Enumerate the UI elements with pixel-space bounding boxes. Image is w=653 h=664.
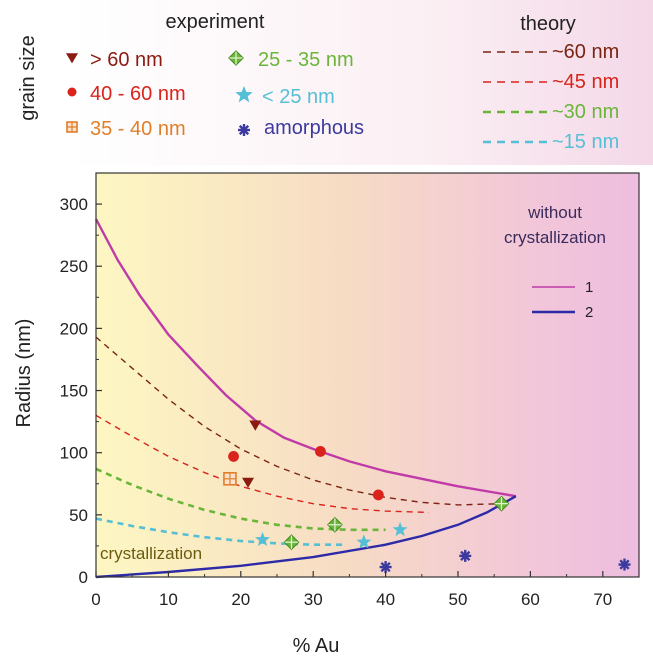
theory-legend-label-1: ~60 nm [552,41,619,63]
theory-legend-label-3: ~30 nm [552,101,619,123]
y-tick-label: 100 [60,444,88,463]
theory-curve-2 [95,414,430,514]
x-tick-label: 20 [231,590,250,609]
boundary-curve-2 [95,495,517,579]
legend: grain size experiment theory > 60 nm 40 -… [17,11,619,153]
boundary-curve-1 [94,218,517,498]
legend-marker-star [235,85,253,103]
legend-label-2: 40 - 60 nm [90,83,186,105]
theory-legend-label-4: ~15 nm [552,131,619,153]
data-point-star-2 [356,534,372,549]
x-tick-label: 60 [521,590,540,609]
y-axis-label: Radius (nm) [13,319,35,428]
legend-label-4: 25 - 35 nm [258,49,354,71]
legend-background [70,0,653,165]
legend-side-label: grain size [17,35,39,121]
experiment-legend: > 60 nm 40 - 60 nm 35 - 40 nm 25 - 35 nm < 2… [66,49,364,140]
x-axis-ticks: 0 10 20 30 40 50 60 70 [91,571,612,609]
theory-curves [95,336,502,546]
x-tick-label: 70 [593,590,612,609]
inner-legend: 12 [532,279,593,321]
legend-label-1: > 60 nm [90,49,163,71]
legend-marker-circle [67,87,77,97]
y-tick-label: 250 [60,257,88,276]
data-point-star-1 [255,531,270,546]
data-point-diamond-cross-3 [493,495,510,512]
data-point-asterisk-2 [459,549,472,562]
y-tick-label: 150 [60,382,88,401]
legend-marker-asterisk [238,124,250,136]
x-tick-label: 0 [91,590,100,609]
inner-legend-label-1: 1 [585,279,593,296]
data-point-star-3 [392,522,408,537]
boundary-curves [94,218,517,579]
annotation-without: without [527,203,582,222]
data-point-triangle-down-2 [242,477,255,488]
data-point-asterisk-3 [618,558,631,571]
data-point-diamond-cross-1 [283,534,300,551]
annotation-crystallization-upper: crystallization [504,228,606,247]
x-tick-label: 40 [376,590,395,609]
x-tick-label: 30 [304,590,323,609]
legend-marker-square-cross [66,121,78,133]
x-tick-label: 50 [449,590,468,609]
theory-curve-1 [95,336,502,506]
theory-curve-4 [95,517,343,546]
plot-frame [95,172,640,578]
data-point-circle-2 [315,446,326,457]
legend-marker-triangle-down [66,53,78,64]
legend-marker-diamond-cross [228,50,244,66]
x-axis-label: % Au [293,635,340,657]
theory-legend-label-2: ~45 nm [552,71,619,93]
legend-theory-title: theory [520,13,576,35]
data-point-circle-1 [228,451,239,462]
y-tick-label: 0 [79,568,88,587]
y-axis-ticks: 0 50 100 150 200 250 300 [60,195,102,587]
y-tick-label: 300 [60,195,88,214]
legend-label-6: amorphous [264,117,364,139]
legend-label-5: < 25 nm [262,86,335,108]
annotation-crystallization-lower: crystallization [100,544,202,563]
data-point-diamond-cross-2 [327,516,343,533]
data-point-triangle-down-1 [249,420,262,431]
data-point-square-cross-1 [223,471,237,486]
inner-legend-label-2: 2 [585,304,593,321]
legend-label-3: 35 - 40 nm [90,118,186,140]
theory-legend: ~60 nm ~45 nm ~30 nm ~15 nm [483,41,619,153]
data-point-circle-3 [372,489,384,501]
legend-experiment-title: experiment [166,11,265,33]
data-points [223,420,631,574]
y-tick-label: 200 [60,319,88,338]
x-tick-label: 10 [159,590,178,609]
y-tick-label: 50 [69,506,88,525]
